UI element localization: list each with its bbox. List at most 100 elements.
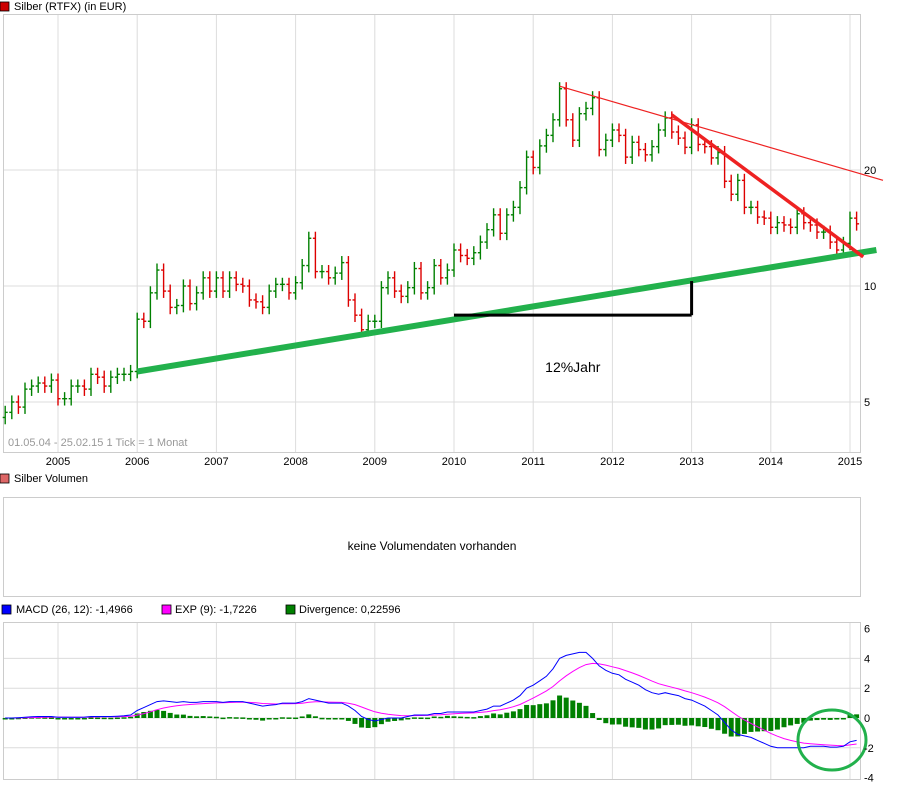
divergence-bar	[590, 713, 596, 718]
price-bar	[108, 370, 114, 393]
divergence-bar	[15, 717, 21, 720]
y-tick-label: 20	[864, 165, 876, 177]
divergence-bar	[68, 718, 74, 720]
divergence-bar	[788, 718, 794, 726]
price-bar	[141, 312, 147, 329]
divergence-bar	[491, 713, 497, 718]
divergence-bar	[543, 703, 549, 718]
divergence-legend-label: Divergence: 0,22596	[299, 604, 401, 616]
divergence-bar	[464, 716, 470, 719]
divergence-bar	[319, 717, 325, 720]
divergence-bar	[576, 702, 582, 718]
price-bar	[378, 281, 384, 329]
divergence-bar	[161, 710, 167, 718]
divergence-bar	[854, 714, 860, 718]
macd-y-tick-label: 6	[864, 624, 870, 636]
divergence-bar	[662, 718, 668, 726]
divergence-bar	[194, 716, 200, 718]
divergence-bar	[715, 718, 721, 731]
price-bar	[128, 364, 134, 382]
price-bar	[616, 123, 622, 143]
price-bar	[741, 173, 747, 215]
price-bar	[576, 107, 582, 148]
divergence-bar	[649, 718, 655, 730]
price-bar	[530, 150, 536, 175]
support-trendline	[136, 247, 877, 375]
divergence-bar	[702, 718, 708, 728]
price-bar	[29, 379, 35, 396]
price-bar	[339, 256, 345, 280]
divergence-bar	[167, 712, 173, 718]
divergence-bar	[55, 718, 61, 720]
divergence-bar	[471, 717, 477, 719]
macd-y-tick-label: 0	[864, 713, 870, 725]
price-bar	[458, 243, 464, 263]
price-bar	[266, 284, 272, 315]
divergence-legend-swatch	[285, 604, 296, 615]
divergence-bar	[312, 716, 318, 718]
price-bar	[48, 373, 54, 393]
divergence-bar	[755, 718, 761, 732]
price-bar	[675, 125, 681, 145]
date-range-text: 01.05.04 - 25.02.15 1 Tick = 1 Monat	[8, 437, 187, 449]
divergence-bar	[497, 714, 503, 718]
price-bar	[101, 370, 107, 393]
divergence-bar	[418, 717, 424, 720]
price-bar	[147, 286, 153, 329]
price-bar	[425, 281, 431, 300]
divergence-bar	[708, 718, 714, 729]
price-bar	[95, 367, 101, 384]
divergence-bar	[583, 705, 589, 718]
macd-y-tick-label: -4	[864, 773, 874, 785]
divergence-bar	[616, 718, 622, 725]
divergence-bar	[431, 716, 437, 718]
divergence-bar	[563, 697, 569, 718]
divergence-bar	[781, 718, 787, 728]
divergence-bar	[411, 717, 417, 719]
price-bar	[854, 211, 860, 231]
x-tick-label: 2005	[46, 456, 70, 468]
volume-plot-area	[3, 497, 861, 597]
price-bar	[81, 379, 87, 396]
divergence-bar	[81, 717, 87, 720]
divergence-bar	[359, 718, 365, 728]
price-bar	[114, 367, 120, 384]
exp-legend-label: EXP (9): -1,7226	[175, 604, 257, 616]
divergence-bar	[227, 717, 233, 719]
no-volume-message: keine Volumendaten vorhanden	[348, 539, 517, 553]
price-legend-label: Silber (RTFX) (in EUR)	[14, 1, 126, 13]
x-tick-label: 2010	[442, 456, 466, 468]
divergence-bar	[279, 717, 285, 719]
divergence-bar	[722, 718, 728, 734]
divergence-bar	[101, 717, 107, 720]
divergence-bar	[689, 718, 695, 726]
price-bar	[68, 379, 74, 406]
divergence-bar	[293, 717, 299, 720]
price-bar	[62, 392, 68, 406]
divergence-bar	[240, 717, 246, 719]
price-bar	[55, 373, 61, 406]
macd-line	[5, 651, 857, 749]
price-bar	[563, 82, 569, 127]
divergence-bar	[95, 717, 101, 720]
divergence-bar	[510, 711, 516, 718]
divergence-bar	[517, 709, 523, 718]
divergence-bar	[834, 718, 840, 720]
price-bar	[557, 82, 563, 127]
price-plot-area	[3, 14, 861, 453]
price-bar	[748, 200, 754, 215]
price-bar	[471, 246, 477, 266]
price-bar	[194, 286, 200, 311]
price-bar	[543, 128, 549, 153]
divergence-bar	[233, 717, 239, 719]
divergence-bar	[392, 718, 398, 721]
price-bar	[167, 284, 173, 315]
divergence-bar	[108, 717, 114, 720]
price-bar	[220, 271, 226, 298]
divergence-bar	[147, 710, 153, 718]
divergence-bar	[827, 718, 833, 720]
price-bar	[537, 139, 543, 175]
divergence-bar	[642, 718, 648, 730]
price-bar	[299, 258, 305, 290]
price-bar	[603, 133, 609, 157]
